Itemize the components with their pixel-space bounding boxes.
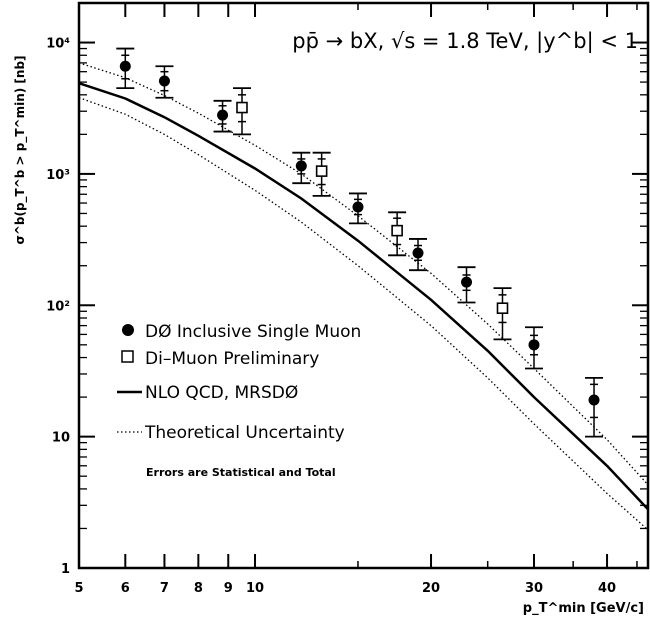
x-tick-label: 40 — [598, 581, 616, 596]
legend: DØ Inclusive Single Muon Di–Muon Prelimi… — [117, 322, 361, 479]
x-tick-label: 7 — [160, 581, 169, 596]
x-axis: 5 6 7 8 9 10 20 30 40 — [74, 3, 638, 596]
y-axis-label: σ^b(p_T^b > p_T^min) [nb] — [13, 55, 28, 244]
single-muon-point — [588, 394, 600, 406]
single-muon-point — [119, 60, 131, 72]
x-tick-label: 20 — [422, 581, 440, 596]
x-tick-label: 5 — [74, 581, 83, 596]
single-muon-point — [158, 75, 170, 87]
x-tick-label: 10 — [246, 581, 264, 596]
data-points — [116, 47, 604, 438]
legend-marker-single-muon — [122, 324, 134, 336]
single-muon-point — [412, 247, 424, 259]
di-muon-point — [391, 224, 403, 237]
single-muon-point — [461, 276, 473, 288]
single-muon-point — [295, 160, 307, 172]
uncertainty-curve — [78, 62, 649, 486]
x-tick-label: 6 — [121, 581, 130, 596]
y-tick-label: 10² — [46, 299, 70, 314]
di-muon-point — [236, 101, 248, 114]
x-tick-label: 30 — [525, 581, 543, 596]
uncertainty-curve — [78, 97, 649, 531]
single-muon-point — [528, 339, 540, 351]
chart-title: pp̄ → bX, √s = 1.8 TeV, |y^b| < 1 — [292, 29, 638, 54]
y-tick-label: 10 — [52, 431, 70, 446]
x-axis-label: p_T^min [GeV/c] — [523, 601, 644, 616]
y-tick-label: 1 — [61, 562, 70, 577]
legend-label-nlo: NLO QCD, MRSDØ — [145, 383, 298, 403]
legend-label-single-muon: DØ Inclusive Single Muon — [145, 322, 361, 342]
y-axis: 1 10 10² 10³ 10⁴ — [46, 2, 648, 577]
legend-marker-di-muon — [121, 350, 134, 363]
plot-frame — [77, 1, 650, 570]
legend-label-uncertainty: Theoretical Uncertainty — [144, 423, 345, 443]
single-muon-point — [217, 109, 229, 121]
di-muon-point — [496, 302, 509, 314]
x-tick-label: 8 — [194, 581, 203, 596]
di-muon-point — [315, 165, 328, 177]
legend-note: Errors are Statistical and Total — [146, 466, 336, 479]
single-muon-point — [352, 201, 364, 213]
theory-curves — [78, 62, 649, 531]
nlo-qcd-curve — [78, 82, 649, 511]
legend-label-di-muon: Di–Muon Preliminary — [145, 349, 319, 369]
y-tick-label: 10³ — [46, 168, 70, 183]
x-tick-label: 9 — [224, 581, 233, 596]
y-tick-label: 10⁴ — [46, 37, 70, 52]
